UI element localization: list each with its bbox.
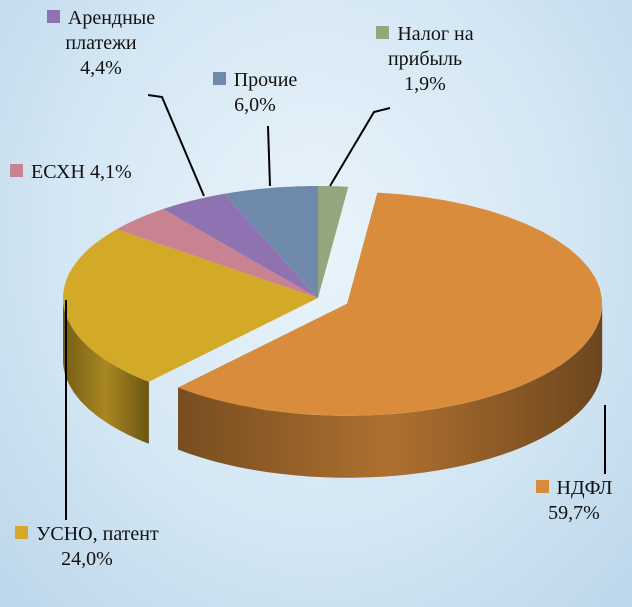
slice-side <box>63 298 149 444</box>
legend-swatch <box>376 26 390 39</box>
legend-swatch <box>535 480 549 493</box>
leader-line <box>329 107 391 187</box>
slice-top <box>116 209 318 298</box>
data-label: Налог на прибыль 1,9% <box>340 22 510 97</box>
value-label: 59,7% <box>548 502 600 524</box>
slice-top <box>163 193 318 298</box>
slice-top <box>178 192 602 416</box>
slice-top <box>63 229 318 382</box>
slice <box>116 209 318 298</box>
leader-line <box>147 94 205 197</box>
data-label: НДФЛ 59,7% <box>520 476 628 526</box>
value-label: 24,0% <box>61 548 113 570</box>
legend-swatch <box>212 72 226 85</box>
slice <box>178 192 603 478</box>
slice <box>63 229 318 444</box>
category-label: Арендные платежи <box>65 7 156 54</box>
leader-line <box>267 125 271 187</box>
data-label: Прочие 6,0% <box>190 68 320 118</box>
slice-top <box>318 186 349 298</box>
slice <box>224 186 318 298</box>
value-label: 4,1% <box>89 161 132 183</box>
legend-swatch <box>10 164 23 177</box>
slice-side <box>178 303 603 478</box>
value-label: 4,4% <box>80 57 122 79</box>
category-label: УСНО, патент <box>36 523 159 545</box>
category-label: Налог на прибыль <box>387 23 474 70</box>
slice <box>163 193 318 298</box>
data-label: Арендные платежи 4,4% <box>16 6 186 81</box>
legend-swatch <box>15 526 29 539</box>
category-label: ЕСХН <box>31 161 85 183</box>
value-label: 6,0% <box>234 94 276 116</box>
data-label: ЕСХН 4,1% <box>10 160 200 185</box>
slice <box>318 186 349 298</box>
legend-swatch <box>46 10 60 23</box>
category-label: Прочие <box>233 69 298 91</box>
category-label: НДФЛ <box>556 477 613 499</box>
data-label: УСНО, патент 24,0% <box>12 522 162 572</box>
slice-top <box>224 186 318 298</box>
value-label: 1,9% <box>404 73 446 95</box>
